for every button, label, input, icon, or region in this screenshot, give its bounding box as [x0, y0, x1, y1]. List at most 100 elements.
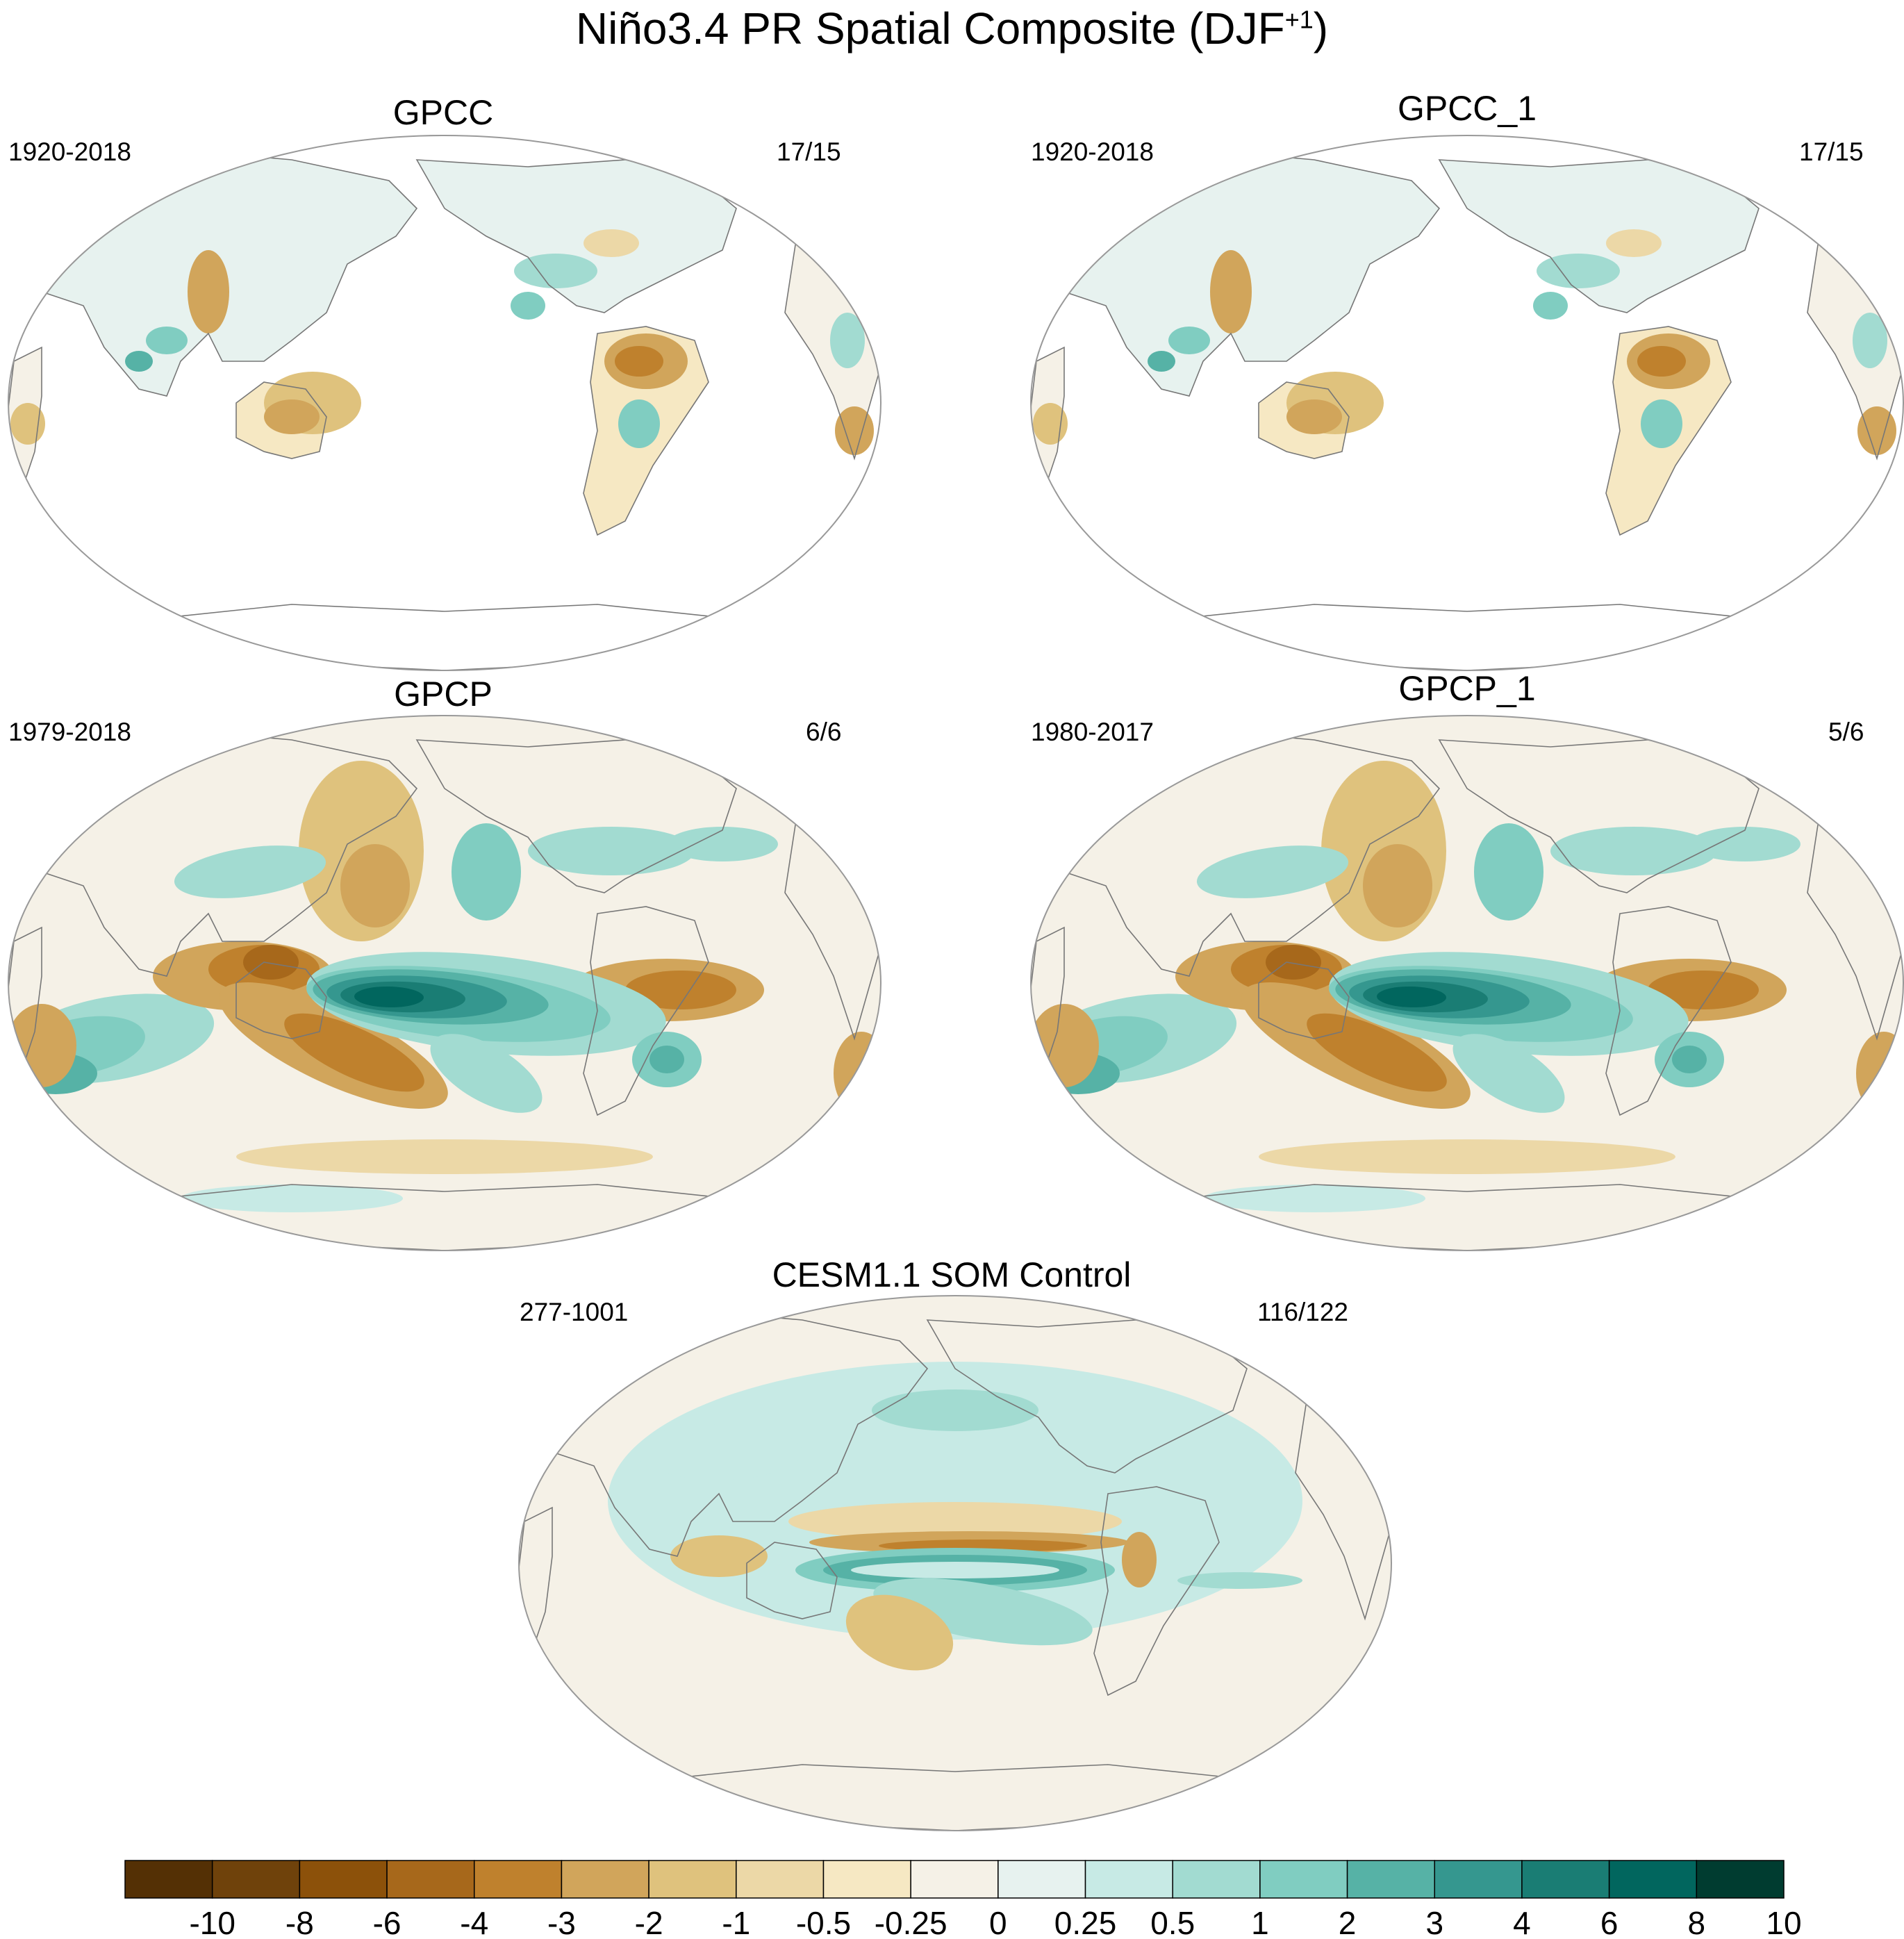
colorbar-tick-label: 0	[989, 1905, 1007, 1939]
anomaly-patch	[264, 399, 320, 434]
anomaly-patch	[1031, 1004, 1099, 1087]
colorbar-swatch	[648, 1860, 737, 1899]
map-field	[8, 716, 881, 1251]
colorbar-swatch	[1608, 1860, 1698, 1899]
colorbar-tick-label: -6	[373, 1905, 402, 1939]
anomaly-patch	[146, 327, 188, 354]
colorbar-swatch	[997, 1860, 1086, 1899]
panel-count: 5/6	[1828, 718, 1864, 746]
anomaly-patch	[615, 346, 663, 377]
anomaly-patch	[1689, 827, 1800, 861]
coastline-samerica	[583, 906, 709, 1116]
anomaly-patch	[788, 1502, 1122, 1541]
coastline-africa	[8, 346, 42, 509]
colorbar-tick-label: 0.5	[1150, 1905, 1195, 1939]
ocean-mask	[8, 135, 881, 670]
anomaly-patch	[1210, 250, 1252, 333]
colorbar-swatch	[910, 1860, 999, 1899]
panel-count: 116/122	[1257, 1298, 1348, 1326]
anomaly-patch	[8, 1004, 76, 1087]
map-panel-gpcp-1	[1030, 715, 1904, 1251]
anomaly-patch	[1641, 399, 1682, 448]
panel-title: CESM1.1 SOM Control	[772, 1255, 1132, 1294]
colorbar-swatch	[1434, 1860, 1523, 1899]
figure-title: Niño3.4 PR Spatial Composite (DJF+1)	[575, 3, 1329, 53]
colorbar-tick-label: 6	[1600, 1905, 1619, 1939]
anomaly-patch	[1266, 945, 1321, 980]
coastline-africa	[1031, 926, 1065, 1089]
anomaly-patch	[1122, 1532, 1157, 1587]
colorbar-swatch	[1346, 1860, 1436, 1899]
anomaly-patch	[873, 1578, 1093, 1646]
colorbar-tick-label: -2	[635, 1905, 663, 1939]
map-panel-gpcc-1	[1030, 135, 1904, 671]
map-outline	[8, 135, 881, 671]
map-outline	[1030, 715, 1904, 1251]
anomaly-patch	[845, 1594, 954, 1671]
coastline-australia	[235, 962, 327, 1039]
panel-years: 1980-2017	[1031, 718, 1154, 746]
map-field	[8, 135, 881, 670]
panel-title: GPCC	[392, 93, 494, 132]
anomaly-patch	[174, 845, 326, 898]
colorbar-tick-label: 2	[1339, 1905, 1357, 1939]
colorbar-swatch	[1696, 1860, 1785, 1899]
coastline-asia	[27, 729, 418, 977]
colorbar-tick-label: -3	[547, 1905, 576, 1939]
colorbar-swatch	[1084, 1860, 1173, 1899]
anomaly-patch	[1537, 254, 1620, 288]
coastline-samerica	[583, 326, 709, 536]
anomaly-patch	[618, 399, 660, 448]
coastline-asia	[1050, 729, 1441, 977]
anomaly-patch	[430, 1034, 543, 1113]
colorbar-swatch	[299, 1860, 388, 1899]
coastline-australia	[1258, 962, 1350, 1039]
panel-years: 1920-2018	[8, 138, 131, 166]
colorbar-tick-label: -1	[722, 1905, 750, 1939]
coastline-africa	[8, 926, 42, 1089]
colorbar-tick-label: 0.25	[1054, 1905, 1117, 1939]
anomaly-patch	[284, 1013, 424, 1092]
coastline-samerica	[1605, 326, 1732, 536]
anomaly-patch	[1672, 1046, 1707, 1073]
anomaly-patch	[1648, 971, 1759, 1009]
coastline-africa	[519, 1506, 553, 1669]
anomaly-patch	[1363, 844, 1432, 927]
anomaly-patch	[1307, 1013, 1447, 1092]
anomaly-patch	[1533, 292, 1568, 320]
colorbar-swatch	[124, 1860, 213, 1899]
map-panel-gpcc	[8, 135, 881, 671]
anomaly-patch	[835, 406, 874, 455]
colorbar-tick-label: -4	[460, 1905, 488, 1939]
anomaly-patch	[452, 823, 521, 921]
coastline-asia	[1050, 149, 1441, 397]
anomaly-patch	[1637, 346, 1686, 377]
colorbar-tick-label: 1	[1251, 1905, 1269, 1939]
panel-count: 17/15	[777, 138, 841, 166]
anomaly-patch	[514, 254, 597, 288]
map-field	[1031, 716, 1903, 1251]
panel-years: 277-1001	[520, 1298, 629, 1326]
coastline-australia	[746, 1542, 838, 1619]
ocean-mask	[1031, 135, 1903, 670]
colorbar-swatch	[1172, 1860, 1261, 1899]
anomaly-patch	[1606, 229, 1662, 257]
anomaly-patch	[1550, 827, 1717, 875]
panel-title: GPCP_1	[1398, 669, 1536, 708]
land-patch	[417, 160, 736, 313]
anomaly-patch	[583, 229, 639, 257]
panel-years: 1979-2018	[8, 718, 131, 746]
colorbar-tick-label: 10	[1766, 1905, 1801, 1939]
coastline-samerica	[1605, 906, 1732, 1116]
anomaly-patch	[636, 1424, 802, 1480]
anomaly-patch	[511, 292, 545, 320]
colorbar-swatch	[561, 1860, 649, 1899]
anomaly-patch	[1203, 1185, 1425, 1212]
coastline-australia	[1258, 381, 1350, 459]
coastline-australia	[235, 381, 327, 459]
anomaly-patch	[1452, 1034, 1565, 1113]
anomaly-patch	[830, 313, 865, 368]
panel-count: 6/6	[806, 718, 842, 746]
anomaly-patch	[1853, 313, 1887, 368]
map-field	[1031, 135, 1903, 670]
